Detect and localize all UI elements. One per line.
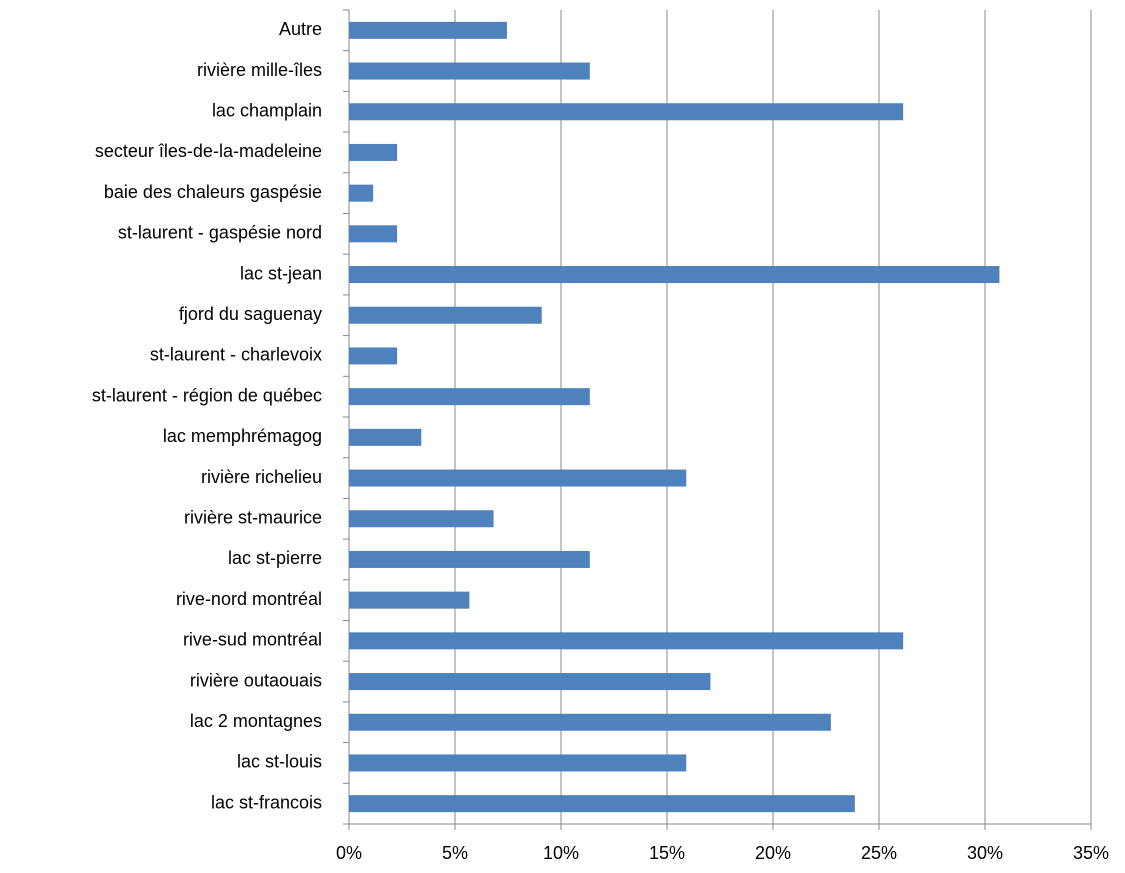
y-tick-label: rivière richelieu (201, 467, 322, 487)
bar (349, 428, 422, 446)
bar (349, 795, 855, 813)
bar (349, 306, 542, 324)
bar (349, 632, 904, 650)
bar (349, 225, 398, 243)
bar (349, 550, 590, 568)
bar (349, 347, 398, 365)
y-tick-label: st-laurent - région de québec (92, 385, 322, 405)
bar (349, 62, 590, 80)
bar (349, 143, 398, 161)
y-tick-label: Autre (279, 19, 322, 39)
x-tick-label: 0% (336, 843, 362, 863)
y-tick-label: rive-nord montréal (176, 589, 322, 609)
bar (349, 673, 711, 691)
x-tick-label: 30% (967, 843, 1003, 863)
bar (349, 266, 1000, 284)
y-tick-label: lac st-pierre (228, 548, 322, 568)
y-tick-label: fjord du saguenay (179, 304, 322, 324)
y-tick-label: st-laurent - gaspésie nord (118, 223, 322, 243)
y-tick-label: rivière st-maurice (184, 508, 322, 528)
bar (349, 388, 590, 406)
y-tick-label: rivière outaouais (190, 670, 322, 690)
y-tick-label: lac champlain (212, 101, 322, 121)
y-tick-label: lac memphrémagog (163, 426, 322, 446)
bar (349, 469, 687, 487)
bar (349, 754, 687, 772)
x-tick-label: 35% (1073, 843, 1109, 863)
bar (349, 591, 470, 609)
y-tick-label: rive-sud montréal (183, 630, 322, 650)
y-tick-label: lac st-jean (240, 263, 322, 283)
y-tick-label: lac 2 montagnes (190, 711, 322, 731)
bar (349, 713, 831, 731)
y-tick-label: rivière mille-îles (197, 60, 322, 80)
y-tick-label: lac st-francois (211, 792, 322, 812)
bar (349, 21, 507, 39)
bar (349, 184, 374, 202)
bar (349, 103, 904, 121)
x-tick-label: 5% (442, 843, 468, 863)
y-tick-label: baie des chaleurs gaspésie (104, 182, 322, 202)
y-tick-label: st-laurent - charlevoix (150, 345, 322, 365)
bar (349, 510, 494, 528)
y-tick-label: lac st-louis (237, 752, 322, 772)
y-tick-label: secteur îles-de-la-madeleine (95, 141, 322, 161)
x-tick-label: 15% (649, 843, 685, 863)
x-tick-label: 10% (543, 843, 579, 863)
x-tick-label: 25% (861, 843, 897, 863)
x-tick-label: 20% (755, 843, 791, 863)
